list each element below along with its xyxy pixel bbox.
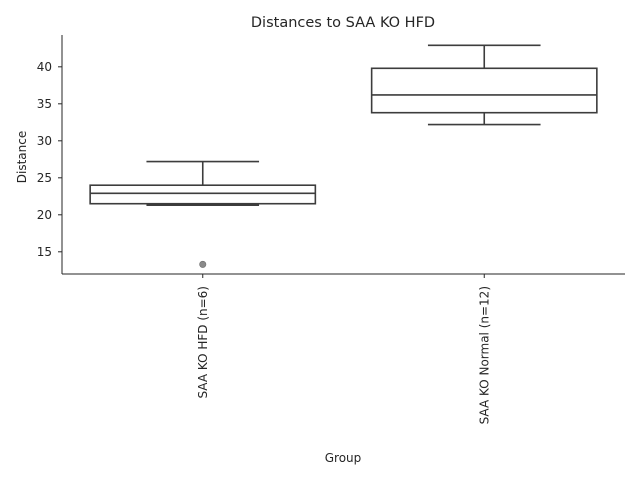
y-tick-label: 40: [37, 60, 52, 74]
y-tick-label: 30: [37, 134, 52, 148]
outlier-point: [199, 260, 207, 268]
x-axis-ticks: SAA KO HFD (n=6) SAA KO Normal (n=12): [196, 274, 491, 424]
x-tick-label: SAA KO HFD (n=6): [196, 286, 210, 399]
iqr-box: [370, 67, 598, 114]
chart-title: Distances to SAA KO HFD: [251, 15, 435, 31]
y-axis-ticks: 15 20 25 30 35 40: [37, 60, 62, 259]
iqr-box: [89, 184, 317, 205]
y-tick-label: 15: [37, 245, 52, 259]
x-axis-label: Group: [325, 451, 362, 465]
y-tick-label: 20: [37, 208, 52, 222]
x-tick-label: SAA KO Normal (n=12): [477, 286, 491, 424]
y-axis-label: Distance: [15, 131, 29, 183]
y-tick-label: 35: [37, 97, 52, 111]
y-tick-label: 25: [37, 171, 52, 185]
box-series: [89, 44, 598, 268]
